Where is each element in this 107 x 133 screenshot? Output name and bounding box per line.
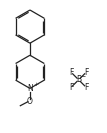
Text: F: F [69, 68, 73, 77]
Text: −: − [81, 74, 86, 78]
Text: O: O [27, 97, 33, 106]
Text: F: F [84, 68, 88, 77]
Text: +: + [33, 82, 38, 87]
Text: F: F [84, 83, 88, 92]
Text: N: N [27, 84, 33, 93]
Text: B: B [76, 75, 81, 84]
Text: F: F [69, 83, 73, 92]
